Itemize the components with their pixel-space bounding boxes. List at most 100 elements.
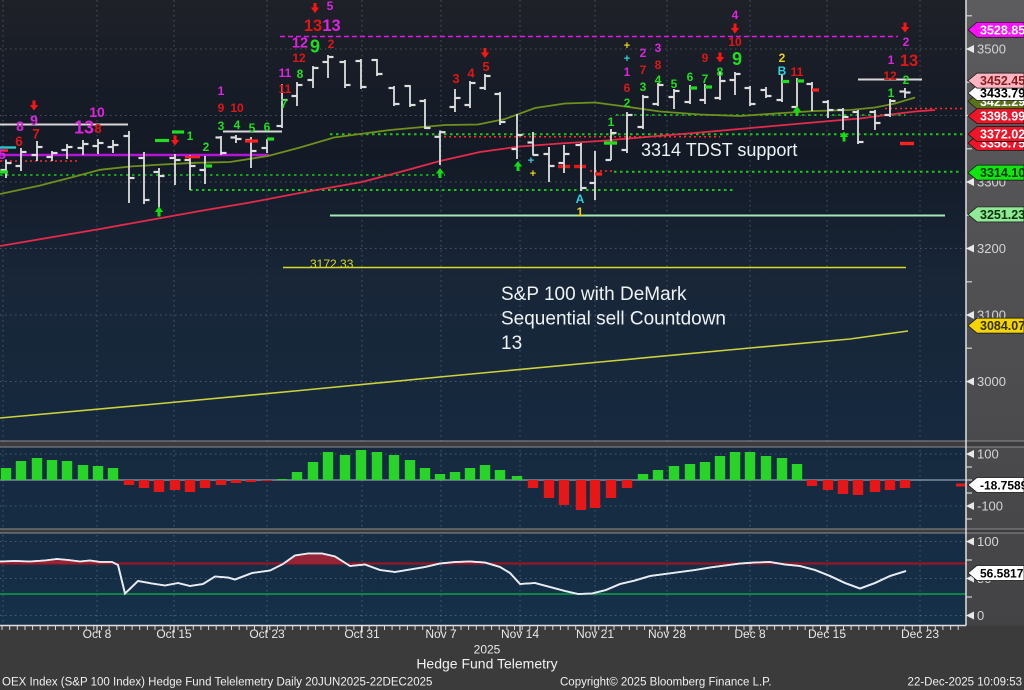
svg-text:56.5817: 56.5817 — [980, 567, 1024, 581]
svg-text:2: 2 — [903, 35, 910, 49]
svg-text:12: 12 — [292, 51, 306, 65]
svg-text:OEX Index (S&P 100 Index) Hedg: OEX Index (S&P 100 Index) Hedge Fund Tel… — [2, 677, 432, 689]
svg-text:8: 8 — [94, 121, 101, 136]
svg-text:0: 0 — [977, 608, 984, 623]
svg-text:9: 9 — [702, 51, 709, 65]
svg-text:12: 12 — [292, 36, 308, 52]
svg-text:1: 1 — [888, 86, 895, 100]
svg-text:Nov 28: Nov 28 — [648, 627, 686, 641]
svg-text:3372.02: 3372.02 — [980, 128, 1024, 142]
svg-text:-18.7589: -18.7589 — [980, 479, 1024, 493]
svg-text:3528.85: 3528.85 — [980, 23, 1024, 37]
svg-text:+: + — [530, 168, 536, 180]
svg-text:3000: 3000 — [977, 374, 1006, 389]
svg-text:A: A — [576, 192, 585, 206]
svg-text:7: 7 — [281, 97, 288, 111]
svg-text:3: 3 — [640, 80, 647, 94]
svg-text:Oct 8: Oct 8 — [83, 627, 112, 641]
svg-text:5: 5 — [482, 59, 489, 74]
svg-text:Dec 15: Dec 15 — [808, 627, 846, 641]
svg-text:Dec 8: Dec 8 — [734, 627, 766, 641]
svg-text:10: 10 — [89, 104, 105, 120]
svg-text:Oct 31: Oct 31 — [344, 627, 380, 641]
svg-text:4: 4 — [234, 118, 241, 132]
svg-text:Oct 23: Oct 23 — [249, 627, 285, 641]
svg-text:1: 1 — [608, 115, 615, 129]
svg-text:5: 5 — [249, 121, 256, 135]
svg-text:2: 2 — [328, 37, 335, 51]
svg-text:Nov 21: Nov 21 — [576, 627, 614, 641]
svg-text:11: 11 — [791, 65, 804, 79]
svg-text:8: 8 — [16, 118, 24, 134]
svg-text:2: 2 — [203, 140, 210, 154]
svg-text:8: 8 — [655, 58, 662, 72]
svg-text:3452.45: 3452.45 — [980, 74, 1024, 88]
svg-text:9: 9 — [732, 49, 742, 69]
svg-text:Dec 23: Dec 23 — [901, 627, 939, 641]
svg-text:Nov 7: Nov 7 — [425, 627, 457, 641]
svg-text:6: 6 — [264, 120, 271, 134]
svg-text:13: 13 — [74, 118, 94, 138]
svg-text:-100: -100 — [977, 499, 1003, 514]
svg-text:3084.07: 3084.07 — [980, 319, 1024, 333]
svg-text:2: 2 — [779, 51, 786, 65]
svg-text:7: 7 — [32, 127, 40, 142]
svg-text:+: + — [624, 53, 630, 65]
svg-text:5: 5 — [0, 146, 6, 162]
svg-text:3398.99: 3398.99 — [980, 110, 1024, 124]
svg-text:6: 6 — [687, 70, 694, 84]
svg-text:6: 6 — [15, 134, 23, 149]
svg-text:4: 4 — [655, 73, 662, 87]
svg-text:13: 13 — [322, 17, 340, 35]
svg-text:3314.10: 3314.10 — [980, 166, 1024, 180]
svg-text:B: B — [778, 64, 787, 78]
svg-text:13: 13 — [900, 52, 918, 70]
svg-text:4: 4 — [467, 66, 475, 81]
svg-text:2: 2 — [624, 96, 631, 110]
svg-text:11: 11 — [279, 66, 292, 80]
svg-text:3314 TDST support: 3314 TDST support — [641, 140, 797, 160]
svg-text:3251.23: 3251.23 — [980, 208, 1024, 222]
svg-text:8: 8 — [717, 65, 724, 79]
svg-text:7: 7 — [702, 72, 709, 86]
svg-text:+: + — [624, 40, 630, 52]
svg-text:Sequential sell Countdown: Sequential sell Countdown — [501, 309, 726, 330]
svg-text:100: 100 — [977, 534, 999, 549]
svg-text:9: 9 — [30, 112, 38, 128]
svg-text:22-Dec-2025 10:09:53: 22-Dec-2025 10:09:53 — [908, 677, 1022, 689]
svg-text:5: 5 — [671, 77, 678, 91]
svg-text:1: 1 — [218, 84, 225, 98]
svg-text:Nov 14: Nov 14 — [501, 627, 539, 641]
svg-text:7: 7 — [640, 63, 647, 77]
svg-text:6: 6 — [624, 81, 631, 95]
svg-text:9: 9 — [310, 37, 320, 57]
svg-text:10: 10 — [230, 101, 244, 115]
svg-text:3: 3 — [452, 71, 459, 86]
svg-text:4: 4 — [732, 8, 739, 22]
svg-text:1: 1 — [187, 129, 194, 143]
svg-text:13: 13 — [304, 17, 322, 35]
svg-text:2: 2 — [903, 73, 910, 87]
svg-text:5: 5 — [327, 0, 334, 13]
svg-text:S&P 100 with DeMark: S&P 100 with DeMark — [501, 284, 687, 305]
svg-text:Copyright© 2025 Bloomberg Fina: Copyright© 2025 Bloomberg Finance L.P. — [560, 677, 772, 689]
svg-text:3: 3 — [218, 119, 225, 133]
svg-text:1: 1 — [888, 53, 895, 67]
svg-text:100: 100 — [977, 447, 999, 462]
svg-text:10: 10 — [728, 35, 742, 49]
svg-text:3172.33: 3172.33 — [310, 257, 354, 271]
svg-text:11: 11 — [279, 82, 292, 96]
svg-text:Hedge Fund Telemetry: Hedge Fund Telemetry — [416, 656, 557, 672]
svg-text:3500: 3500 — [977, 42, 1006, 57]
svg-text:3433.79: 3433.79 — [980, 87, 1024, 101]
svg-text:2: 2 — [640, 46, 647, 60]
svg-text:3200: 3200 — [977, 241, 1006, 256]
svg-text:3: 3 — [655, 41, 662, 55]
svg-text:Oct 15: Oct 15 — [156, 627, 192, 641]
svg-text:1: 1 — [577, 205, 584, 219]
svg-text:8: 8 — [297, 67, 304, 81]
svg-text:12: 12 — [883, 69, 897, 83]
svg-text:9: 9 — [218, 101, 225, 115]
svg-text:1: 1 — [624, 65, 631, 79]
svg-text:13: 13 — [501, 333, 522, 354]
